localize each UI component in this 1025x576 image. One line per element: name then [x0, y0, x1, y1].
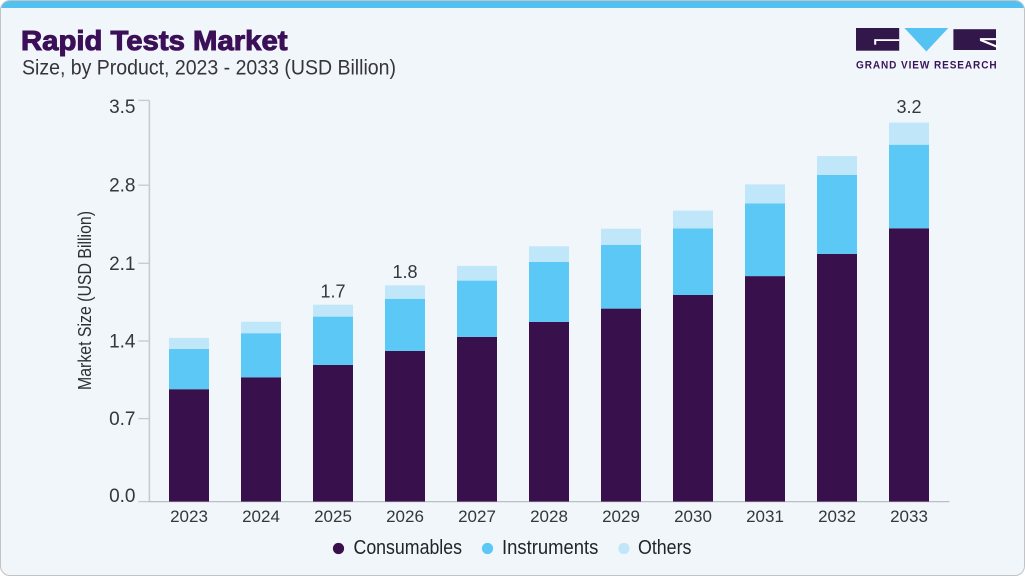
svg-text:Others: Others — [638, 537, 691, 559]
svg-text:Instruments: Instruments — [502, 537, 598, 559]
svg-text:2023: 2023 — [170, 507, 208, 526]
svg-text:2.8: 2.8 — [109, 176, 135, 197]
svg-text:3.5: 3.5 — [109, 97, 135, 118]
svg-text:2025: 2025 — [314, 507, 352, 526]
svg-text:2032: 2032 — [818, 507, 856, 526]
svg-text:0.0: 0.0 — [109, 486, 135, 507]
svg-text:2030: 2030 — [674, 507, 712, 526]
svg-text:GRAND VIEW RESEARCH: GRAND VIEW RESEARCH — [856, 60, 998, 72]
svg-text:1.8: 1.8 — [392, 262, 417, 282]
svg-text:Size, by Product, 2023 - 2033: Size, by Product, 2023 - 2033 (USD Billi… — [22, 57, 396, 80]
svg-text:2026: 2026 — [386, 507, 424, 526]
svg-text:2.1: 2.1 — [109, 254, 135, 275]
svg-text:2028: 2028 — [530, 507, 568, 526]
svg-text:Rapid Tests Market: Rapid Tests Market — [21, 25, 288, 56]
svg-text:3.2: 3.2 — [896, 97, 921, 117]
svg-text:Consumables: Consumables — [354, 537, 463, 559]
svg-text:1.4: 1.4 — [109, 332, 136, 353]
svg-text:1.7: 1.7 — [320, 281, 345, 301]
svg-text:2033: 2033 — [890, 507, 928, 526]
svg-text:2029: 2029 — [602, 507, 640, 526]
svg-text:0.7: 0.7 — [109, 409, 135, 430]
svg-text:Market Size (USD Billion): Market Size (USD Billion) — [75, 211, 95, 390]
svg-text:2027: 2027 — [458, 507, 496, 526]
svg-text:2024: 2024 — [242, 507, 280, 526]
svg-text:2031: 2031 — [746, 507, 784, 526]
